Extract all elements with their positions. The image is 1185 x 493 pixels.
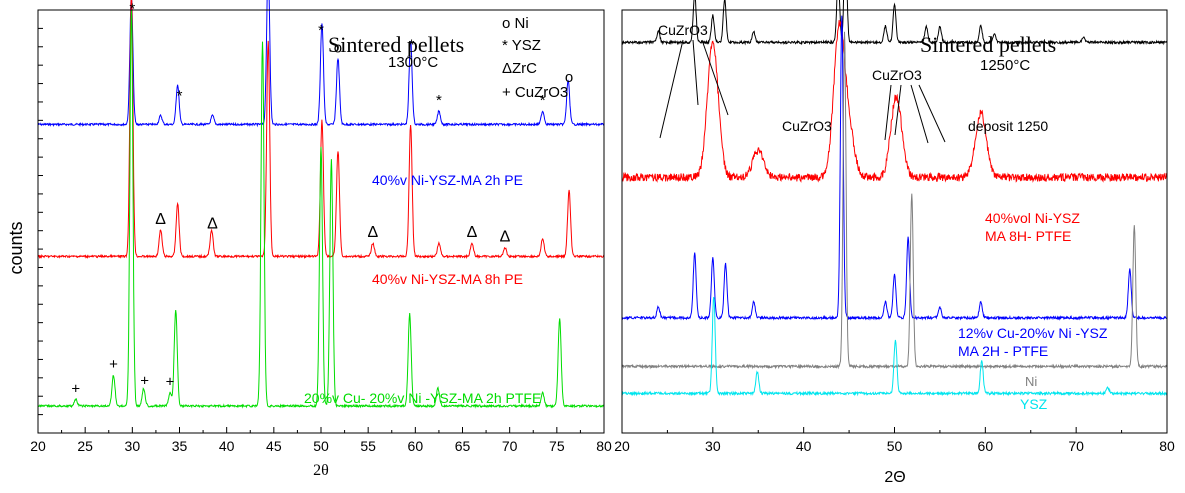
peak-marker: + — [71, 380, 80, 397]
x-tick-label: 30 — [125, 438, 141, 454]
left-legend-cuzro3: + CuZrO3 — [502, 84, 568, 101]
peak-marker: + — [166, 374, 175, 391]
series-line-1 — [621, 0, 1168, 46]
series-line-3 — [37, 9, 605, 409]
left-legend-ysz: * YSZ — [502, 37, 541, 54]
cuzro3-annotation-1: CuZrO3 — [658, 22, 708, 38]
x-tick-label: 75 — [549, 438, 565, 454]
x-tick-label: 40 — [796, 438, 812, 454]
right-subtitle: 1250°C — [980, 57, 1030, 74]
series-line-2 — [621, 20, 1168, 183]
left-series-group — [37, 0, 605, 409]
peak-marker: * — [318, 22, 324, 39]
right-x-axis-label: 2Θ — [884, 469, 905, 486]
x-tick-label: 20 — [30, 438, 46, 454]
right-series-label-black: deposit 1250 — [968, 118, 1048, 134]
right-series-label-blue-line1: 12%v Cu-20%v Ni -YSZ — [958, 325, 1108, 341]
x-tick-label: 50 — [887, 438, 903, 454]
left-subtitle: 1300°C — [388, 54, 438, 71]
x-tick-label: 40 — [219, 438, 235, 454]
x-tick-label: 50 — [313, 438, 329, 454]
x-tick-label: 25 — [77, 438, 93, 454]
left-legend-zrc: ΔZrC — [502, 60, 537, 77]
left-y-axis-label: counts — [6, 221, 26, 274]
peak-marker: Δ — [155, 211, 166, 228]
left-series-label-red: 40%v Ni-YSZ-MA 8h PE — [372, 271, 523, 287]
annotation-arrow — [692, 39, 699, 106]
x-tick-label: 80 — [1159, 438, 1175, 454]
peak-marker: o — [334, 39, 342, 56]
left-legend: o Ni * YSZ ΔZrC + CuZrO3 — [502, 15, 568, 101]
left-axis-ticks: 20 25 30 35 40 45 50 55 60 65 70 75 80 — [30, 27, 612, 454]
left-x-axis-label: 2θ — [313, 462, 329, 479]
x-tick-label: 35 — [172, 438, 188, 454]
annotation-arrow — [894, 84, 902, 136]
right-panel-1250C: 20 30 40 50 60 70 80 Sintered pellets 1250°C C… — [614, 0, 1175, 486]
left-title: Sintered pellets — [328, 32, 464, 57]
x-tick-label: 60 — [978, 438, 994, 454]
peak-marker: o — [565, 69, 573, 86]
right-series-label-blue-line2: MA 2H - PTFE — [958, 343, 1048, 359]
annotation-arrow — [701, 39, 729, 116]
left-series-label-green: 20%v Cu- 20%v Ni -YSZ-MA 2h PTFE — [304, 390, 541, 406]
left-legend-ni: o Ni — [502, 15, 529, 32]
x-tick-label: 20 — [614, 438, 630, 454]
peak-marker: Δ — [368, 224, 379, 241]
right-series-label-red-line2: MA 8H- PTFE — [985, 228, 1071, 244]
peak-marker: Δ — [207, 216, 218, 233]
annotation-arrow — [659, 39, 684, 139]
peak-marker: * — [177, 87, 183, 104]
peak-marker: * — [540, 92, 546, 109]
peak-marker: * — [436, 92, 442, 109]
peak-marker: + — [109, 356, 118, 373]
x-tick-label: 70 — [1068, 438, 1084, 454]
left-series-label-blue: 40%v Ni-YSZ-MA 2h PE — [372, 172, 523, 188]
series-line-3 — [621, 15, 1168, 321]
right-series-group — [621, 0, 1168, 397]
x-tick-label: 30 — [705, 438, 721, 454]
right-axis-ticks: 20 30 40 50 60 70 80 — [614, 427, 1175, 454]
peak-marker: + — [140, 373, 149, 390]
x-tick-label: 70 — [502, 438, 518, 454]
series-line-5 — [621, 296, 1168, 397]
right-annotations: CuZrO3 CuZrO3 CuZrO3 — [658, 22, 946, 144]
right-title: Sintered pellets — [920, 32, 1056, 57]
x-tick-label: 80 — [596, 438, 612, 454]
right-series-label-red-line1: 40%vol Ni-YSZ — [985, 210, 1080, 226]
right-series-label-ni: Ni — [1025, 374, 1037, 389]
peak-marker: * — [409, 37, 415, 54]
annotation-arrow — [910, 84, 929, 144]
peak-marker: Δ — [467, 224, 478, 241]
series-line-4 — [621, 31, 1168, 370]
annotation-arrow — [884, 84, 892, 141]
cuzro3-annotation-2: CuZrO3 — [782, 118, 832, 134]
x-tick-label: 65 — [455, 438, 471, 454]
right-series-label-ysz: YSZ — [1020, 396, 1048, 412]
x-tick-label: 45 — [266, 438, 282, 454]
x-tick-label: 60 — [408, 438, 424, 454]
peak-marker: Δ — [500, 229, 511, 246]
x-tick-label: 55 — [360, 438, 376, 454]
annotation-arrow — [918, 84, 946, 143]
peak-marker: * — [129, 0, 135, 17]
cuzro3-annotation-3: CuZrO3 — [872, 67, 922, 83]
